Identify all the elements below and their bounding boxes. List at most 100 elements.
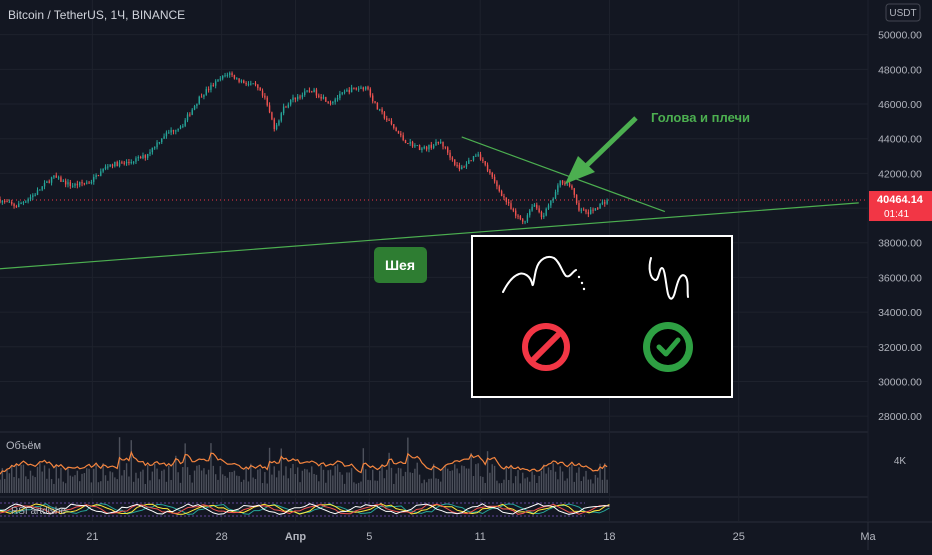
volume-bar: [470, 452, 472, 493]
candle-body: [299, 96, 301, 98]
volume-bar: [128, 476, 130, 493]
candle-body: [395, 127, 397, 131]
volume-bar: [414, 468, 416, 493]
candle-body: [34, 194, 36, 196]
volume-bar: [571, 464, 573, 493]
volume-bar: [217, 479, 219, 493]
volume-bar: [597, 477, 599, 493]
volume-bar: [568, 466, 571, 493]
candle-body: [203, 94, 205, 97]
volume-bar: [439, 481, 442, 493]
candle-body: [524, 221, 526, 223]
volume-bar: [411, 472, 414, 493]
volume-bar: [135, 472, 137, 493]
candle-body: [128, 161, 130, 163]
volume-bar: [538, 475, 540, 493]
symbol-title[interactable]: Bitcoin / TetherUS, 1Ч, BINANCE: [8, 8, 185, 22]
trendlines[interactable]: [0, 136, 859, 270]
volume-bar: [531, 471, 533, 493]
candle-body: [0, 199, 1, 203]
volume-bar: [57, 478, 60, 493]
candle-body: [149, 152, 151, 154]
volume-bar: [67, 467, 69, 493]
volume-bar: [81, 473, 83, 493]
candle-body: [109, 164, 111, 167]
candle-body: [15, 206, 18, 208]
price-tick-label: 48000.00: [878, 64, 922, 76]
volume-bar: [561, 471, 564, 493]
volume-bar: [386, 469, 388, 493]
candle-body: [313, 89, 315, 93]
price-axis[interactable]: 28000.00 30000.00 32000.00 34000.00 36000.00…: [878, 30, 922, 423]
volume-bar: [186, 467, 189, 493]
candle-body: [383, 112, 386, 119]
volume-bar: [121, 475, 123, 493]
neckline-trendline: [0, 202, 859, 270]
comparison-panel[interactable]: [471, 235, 733, 398]
time-axis[interactable]: 21 28 Апр 5 11 18 25 Ma: [86, 531, 876, 543]
volume-bar: [425, 482, 428, 493]
candle-body: [470, 160, 472, 162]
pattern-label[interactable]: Голова и плечи: [651, 110, 750, 125]
volume-bar: [163, 469, 165, 493]
volume-bar: [144, 483, 147, 493]
volume-bar: [493, 465, 496, 493]
candle-body: [477, 154, 479, 156]
candle-body: [407, 143, 409, 145]
candle-body: [48, 181, 50, 183]
currency-badge[interactable]: [885, 3, 921, 22]
volume-bar: [172, 463, 175, 493]
volume-bar: [428, 478, 430, 493]
volume-bar: [606, 479, 608, 493]
candle-body: [432, 145, 435, 148]
candle-body: [315, 89, 318, 96]
candle-body: [301, 94, 304, 98]
volume-bar: [139, 471, 142, 493]
candle-body: [456, 164, 458, 166]
volume-bar: [540, 470, 543, 493]
candle-body: [430, 144, 433, 148]
volume-bar: [507, 480, 510, 493]
volume-bar: [322, 469, 325, 493]
volume-bar: [149, 480, 151, 493]
candle-body: [268, 105, 271, 113]
candle-body: [332, 101, 334, 104]
candle-body: [250, 83, 252, 85]
candle-body: [503, 195, 505, 198]
candle-body: [55, 175, 57, 178]
candle-body: [142, 155, 144, 159]
candle-body: [536, 204, 538, 209]
volume-bar: [416, 462, 418, 493]
candle-body: [231, 73, 233, 76]
volume-bar: [557, 479, 559, 493]
candle-body: [60, 177, 62, 182]
candle-body: [240, 80, 243, 82]
volume-bar: [505, 466, 508, 493]
neckline-label-box[interactable]: [374, 247, 427, 283]
candle-body: [278, 120, 280, 125]
candle-body: [364, 86, 367, 90]
volume-bar: [447, 468, 449, 493]
candle-body: [229, 73, 231, 75]
volume-bar: [332, 475, 334, 493]
volume-bar: [156, 468, 158, 493]
candle-body: [489, 170, 491, 173]
volume-bar: [109, 471, 111, 493]
volume-bar: [95, 465, 97, 493]
candle-body: [463, 166, 465, 168]
rsi-pane-label[interactable]: RSI artdishe: [11, 506, 66, 517]
volume-pane-label[interactable]: Объём: [6, 440, 41, 452]
currency-label: USDT: [889, 8, 916, 19]
candle-body: [371, 95, 374, 102]
candle-body: [76, 183, 79, 186]
volume-bar: [327, 470, 329, 493]
volume-bar: [454, 464, 456, 493]
candle-body: [514, 210, 517, 216]
volume-bar: [545, 473, 547, 493]
volume-bar: [247, 481, 250, 493]
candle-body: [507, 201, 510, 204]
candle-body: [547, 205, 550, 209]
candle-body: [11, 201, 13, 204]
candle-body: [254, 83, 257, 85]
